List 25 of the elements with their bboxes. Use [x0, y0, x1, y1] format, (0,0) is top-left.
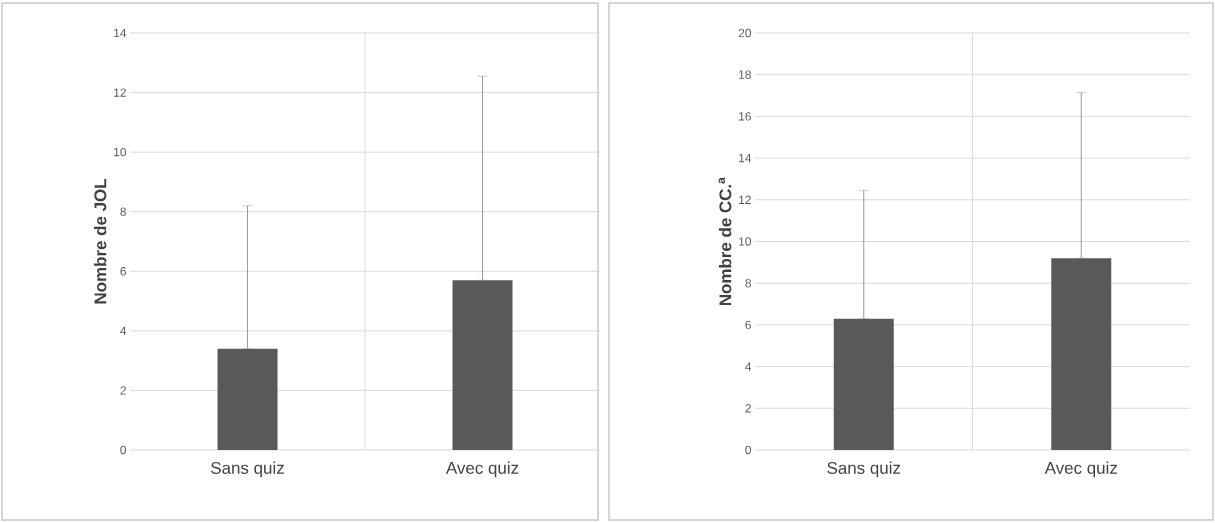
y-tick-label: 6	[745, 320, 751, 330]
y-tick-label: 0	[120, 445, 127, 455]
y-tick-label: 10	[739, 237, 752, 246]
x-tick-label: Avec quiz	[1044, 461, 1117, 478]
y-tick-label: 18	[739, 70, 751, 79]
y-axis-title: Nombre de JOL	[93, 178, 107, 304]
y-tick-label: 12	[114, 88, 126, 97]
y-tick-label: 16	[739, 112, 751, 121]
y-tick-label: 10	[114, 147, 127, 157]
y-tick-label: 12	[739, 195, 751, 204]
y-tick-label: 2	[745, 404, 751, 413]
y-tick-label: 4	[745, 362, 752, 371]
y-tick-label: 8	[745, 278, 751, 288]
y-tick-label: 20	[738, 28, 752, 38]
y-tick-label: 4	[120, 326, 127, 335]
y-tick-label: 8	[120, 207, 126, 216]
y-axis-title: Nombre de CC.$^{a}$	[718, 177, 732, 306]
y-tick-label: 6	[120, 267, 126, 276]
y-tick-label: 2	[120, 386, 126, 395]
y-tick-label: 14	[114, 28, 127, 38]
y-tick-label: 14	[739, 153, 752, 163]
x-tick-label: Sans quiz	[211, 461, 284, 478]
x-tick-label: Avec quiz	[445, 461, 519, 478]
y-tick-label: 0	[745, 445, 752, 455]
x-tick-label: Sans quiz	[827, 461, 901, 478]
